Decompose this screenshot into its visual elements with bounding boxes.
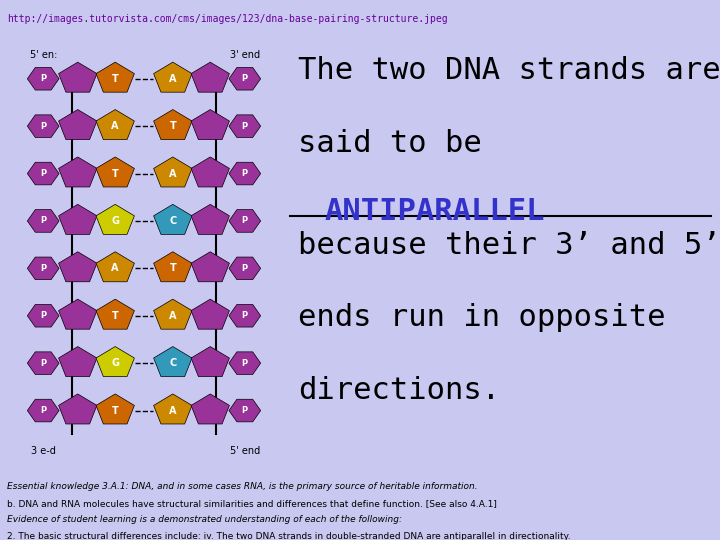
Text: b. DNA and RNA molecules have structural similarities and differences that defin: b. DNA and RNA molecules have structural… <box>7 500 497 508</box>
Polygon shape <box>58 157 97 187</box>
Text: A: A <box>169 168 176 179</box>
Polygon shape <box>27 210 59 232</box>
Polygon shape <box>229 162 261 185</box>
Polygon shape <box>229 305 261 327</box>
Polygon shape <box>27 68 59 90</box>
Text: P: P <box>242 122 248 131</box>
Text: A: A <box>169 74 176 84</box>
Polygon shape <box>153 394 192 424</box>
Text: The two DNA strands are: The two DNA strands are <box>298 56 720 85</box>
Text: A: A <box>169 406 176 416</box>
Text: P: P <box>242 74 248 83</box>
Polygon shape <box>153 157 192 187</box>
Polygon shape <box>27 257 59 280</box>
Text: 5' end: 5' end <box>230 446 260 456</box>
Polygon shape <box>191 157 230 187</box>
Polygon shape <box>153 299 192 329</box>
Polygon shape <box>58 204 97 234</box>
Polygon shape <box>191 394 230 424</box>
Polygon shape <box>27 305 59 327</box>
Text: P: P <box>242 169 248 178</box>
Polygon shape <box>191 110 230 139</box>
Polygon shape <box>153 347 192 376</box>
Polygon shape <box>96 204 135 234</box>
Text: said to be: said to be <box>298 129 482 158</box>
Text: P: P <box>242 264 248 273</box>
Text: ANTIPARALLEL: ANTIPARALLEL <box>325 197 545 226</box>
Text: Evidence of student learning is a demonstrated understanding of each of the foll: Evidence of student learning is a demons… <box>7 515 402 524</box>
Polygon shape <box>96 347 135 376</box>
Text: P: P <box>40 74 46 83</box>
Polygon shape <box>96 394 135 424</box>
Polygon shape <box>191 299 230 329</box>
Polygon shape <box>27 399 59 422</box>
Text: P: P <box>242 217 248 226</box>
Polygon shape <box>191 204 230 234</box>
Polygon shape <box>191 252 230 282</box>
Polygon shape <box>27 162 59 185</box>
Text: P: P <box>242 311 248 320</box>
Text: T: T <box>169 121 176 131</box>
Text: ends run in opposite: ends run in opposite <box>298 303 666 333</box>
Polygon shape <box>96 299 135 329</box>
Polygon shape <box>96 110 135 139</box>
Polygon shape <box>153 204 192 234</box>
Polygon shape <box>58 252 97 282</box>
Text: C: C <box>169 358 176 368</box>
Text: G: G <box>111 358 120 368</box>
Polygon shape <box>96 157 135 187</box>
Polygon shape <box>58 62 97 92</box>
Text: 5' en:: 5' en: <box>30 50 57 60</box>
Polygon shape <box>153 110 192 139</box>
Polygon shape <box>27 115 59 138</box>
Polygon shape <box>153 252 192 282</box>
Text: 3' end: 3' end <box>230 50 260 60</box>
Polygon shape <box>229 399 261 422</box>
Text: T: T <box>112 168 119 179</box>
Polygon shape <box>229 257 261 280</box>
Text: 3 e-d: 3 e-d <box>31 446 55 456</box>
Text: P: P <box>40 122 46 131</box>
Text: P: P <box>242 359 248 368</box>
Polygon shape <box>229 68 261 90</box>
Text: P: P <box>242 406 248 415</box>
Text: C: C <box>169 216 176 226</box>
Polygon shape <box>58 110 97 139</box>
Text: P: P <box>40 217 46 226</box>
Polygon shape <box>58 299 97 329</box>
Text: P: P <box>40 406 46 415</box>
Polygon shape <box>229 115 261 138</box>
Text: P: P <box>40 359 46 368</box>
Text: P: P <box>40 169 46 178</box>
Text: A: A <box>112 264 119 273</box>
Text: P: P <box>40 264 46 273</box>
Text: directions.: directions. <box>298 376 500 405</box>
Polygon shape <box>191 62 230 92</box>
Polygon shape <box>58 394 97 424</box>
Text: T: T <box>112 310 119 321</box>
Polygon shape <box>153 62 192 92</box>
Polygon shape <box>96 252 135 282</box>
Text: T: T <box>169 264 176 273</box>
Text: P: P <box>40 311 46 320</box>
Text: A: A <box>112 121 119 131</box>
Text: because their 3’ and 5’: because their 3’ and 5’ <box>298 231 720 260</box>
Text: T: T <box>112 406 119 416</box>
Text: A: A <box>169 310 176 321</box>
Polygon shape <box>96 62 135 92</box>
Polygon shape <box>191 347 230 376</box>
Text: T: T <box>112 74 119 84</box>
Polygon shape <box>229 210 261 232</box>
Text: G: G <box>111 216 120 226</box>
Polygon shape <box>58 347 97 376</box>
Text: http://images.tutorvista.com/cms/images/123/dna-base-pairing-structure.jpeg: http://images.tutorvista.com/cms/images/… <box>7 14 448 24</box>
Text: 2. The basic structural differences include: iv. The two DNA strands in double-s: 2. The basic structural differences incl… <box>7 531 571 540</box>
Polygon shape <box>229 352 261 374</box>
Polygon shape <box>27 352 59 374</box>
Text: Essential knowledge 3.A.1: DNA, and in some cases RNA, is the primary source of : Essential knowledge 3.A.1: DNA, and in s… <box>7 482 478 491</box>
